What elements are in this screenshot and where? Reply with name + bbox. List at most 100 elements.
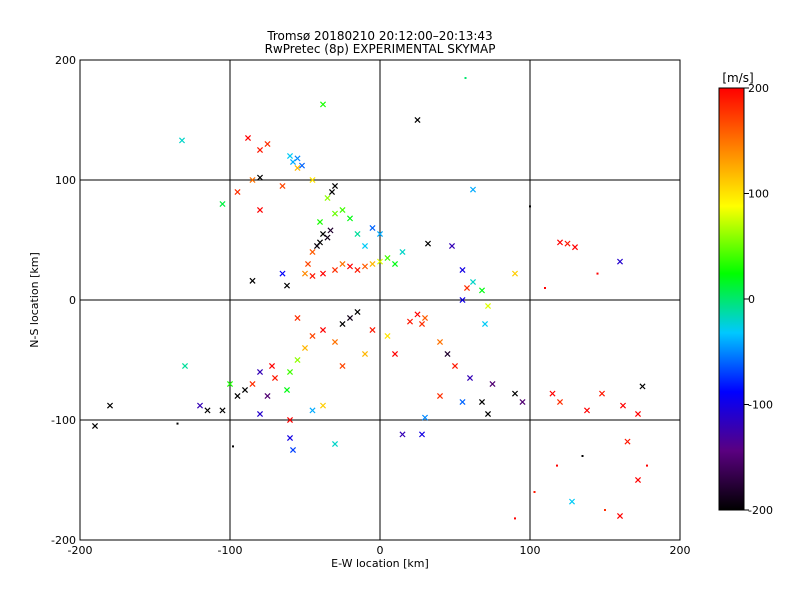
data-point-x <box>616 258 624 265</box>
y-axis-label: N-S location [km] <box>28 252 41 348</box>
data-point-x <box>181 362 189 370</box>
data-point-x <box>511 270 519 277</box>
data-point-dot <box>646 464 648 467</box>
data-point-x <box>469 278 477 286</box>
colorbar-border <box>718 87 745 511</box>
data-point-x <box>571 244 579 251</box>
data-point-x <box>624 438 631 445</box>
data-point-x <box>324 194 331 202</box>
data-point-x <box>319 101 327 108</box>
data-point-x <box>294 164 301 172</box>
data-point-x <box>369 260 376 268</box>
data-point-x <box>286 368 294 376</box>
data-point-x <box>298 162 306 169</box>
data-point-x <box>268 362 276 370</box>
data-point-x <box>234 188 241 196</box>
data-point-x <box>459 266 466 274</box>
data-point-x <box>489 380 496 388</box>
colorbar-tick-label: -100 <box>748 399 773 412</box>
data-point-x <box>327 227 334 234</box>
data-point-x <box>301 344 309 352</box>
data-point-x <box>619 402 627 409</box>
data-point-x <box>328 188 336 196</box>
data-point-x <box>361 350 369 358</box>
data-point-x <box>346 263 354 270</box>
data-point-x <box>249 277 256 284</box>
colorbar-ticks: -200 -100 0 100 200 <box>718 82 773 517</box>
data-point-dot <box>581 455 584 457</box>
data-point-dot <box>232 445 234 448</box>
data-point-x <box>568 498 576 505</box>
data-point-x <box>484 410 492 418</box>
data-point-x <box>219 407 226 414</box>
data-point-dot <box>533 491 536 493</box>
data-point-x <box>286 152 294 160</box>
colorbar-tick-label: 100 <box>748 188 769 201</box>
colorbar-gradient <box>719 88 744 510</box>
data-point-x <box>196 402 204 409</box>
data-point-x <box>484 302 492 310</box>
data-point-x <box>279 182 286 190</box>
data-point-x <box>219 200 226 208</box>
data-point-x <box>304 260 312 268</box>
data-point-x <box>319 270 327 277</box>
x-axis-label: E-W location [km] <box>331 557 429 570</box>
data-point-x <box>271 374 279 382</box>
data-point-x <box>361 242 369 250</box>
data-point-x <box>294 314 301 322</box>
data-point-x <box>556 239 564 246</box>
data-point-dot <box>596 272 599 275</box>
data-point-x <box>309 176 316 184</box>
x-tick-label: -200 <box>68 544 93 557</box>
x-tick-label: 200 <box>670 544 691 557</box>
data-point-x <box>279 270 286 277</box>
data-point-x <box>301 270 309 277</box>
data-point-x <box>309 272 316 280</box>
data-point-dot <box>176 422 179 425</box>
data-point-x <box>324 234 331 241</box>
data-point-x <box>406 318 414 325</box>
data-point-x <box>309 407 316 414</box>
data-point-x <box>331 182 339 190</box>
data-point-x <box>241 386 249 394</box>
data-point-x <box>436 338 444 346</box>
y-tick-label: -200 <box>51 534 76 547</box>
data-point-x <box>469 186 477 193</box>
data-point-x <box>369 224 376 232</box>
data-point-x <box>234 392 241 400</box>
data-point-x <box>519 398 526 406</box>
data-point-x <box>564 240 571 247</box>
data-point-x <box>331 266 339 274</box>
data-point-x <box>399 431 406 438</box>
data-point-x <box>384 254 391 262</box>
data-point-x <box>256 146 264 154</box>
colorbar: [m/s] -200 -100 0 100 200 <box>718 71 773 517</box>
data-point-dot <box>544 287 546 289</box>
data-point-x <box>316 218 324 226</box>
x-tick-label: 100 <box>520 544 541 557</box>
data-point-dot <box>529 205 531 208</box>
data-point-x <box>289 446 297 454</box>
data-point-x <box>331 210 339 217</box>
data-point-x <box>376 258 384 265</box>
y-tick-label: 100 <box>55 174 76 187</box>
data-point-x <box>639 383 646 390</box>
data-point-x <box>226 380 234 388</box>
data-point-x <box>399 248 406 256</box>
x-axis-ticks: -200 -100 0 100 200 <box>68 534 691 557</box>
data-point-x <box>384 332 391 340</box>
data-point-x <box>178 137 186 144</box>
data-point-x <box>91 422 99 430</box>
data-points <box>91 77 648 520</box>
data-point-x <box>466 374 474 382</box>
data-point-x <box>313 242 321 250</box>
data-point-x <box>354 308 361 316</box>
data-point-x <box>391 260 399 268</box>
data-point-x <box>414 116 421 124</box>
data-point-x <box>354 266 361 274</box>
data-point-dot <box>604 509 606 511</box>
x-tick-label: -100 <box>218 544 243 557</box>
y-tick-label: 200 <box>55 54 76 67</box>
data-point-x <box>204 407 211 414</box>
data-point-x <box>418 431 426 438</box>
